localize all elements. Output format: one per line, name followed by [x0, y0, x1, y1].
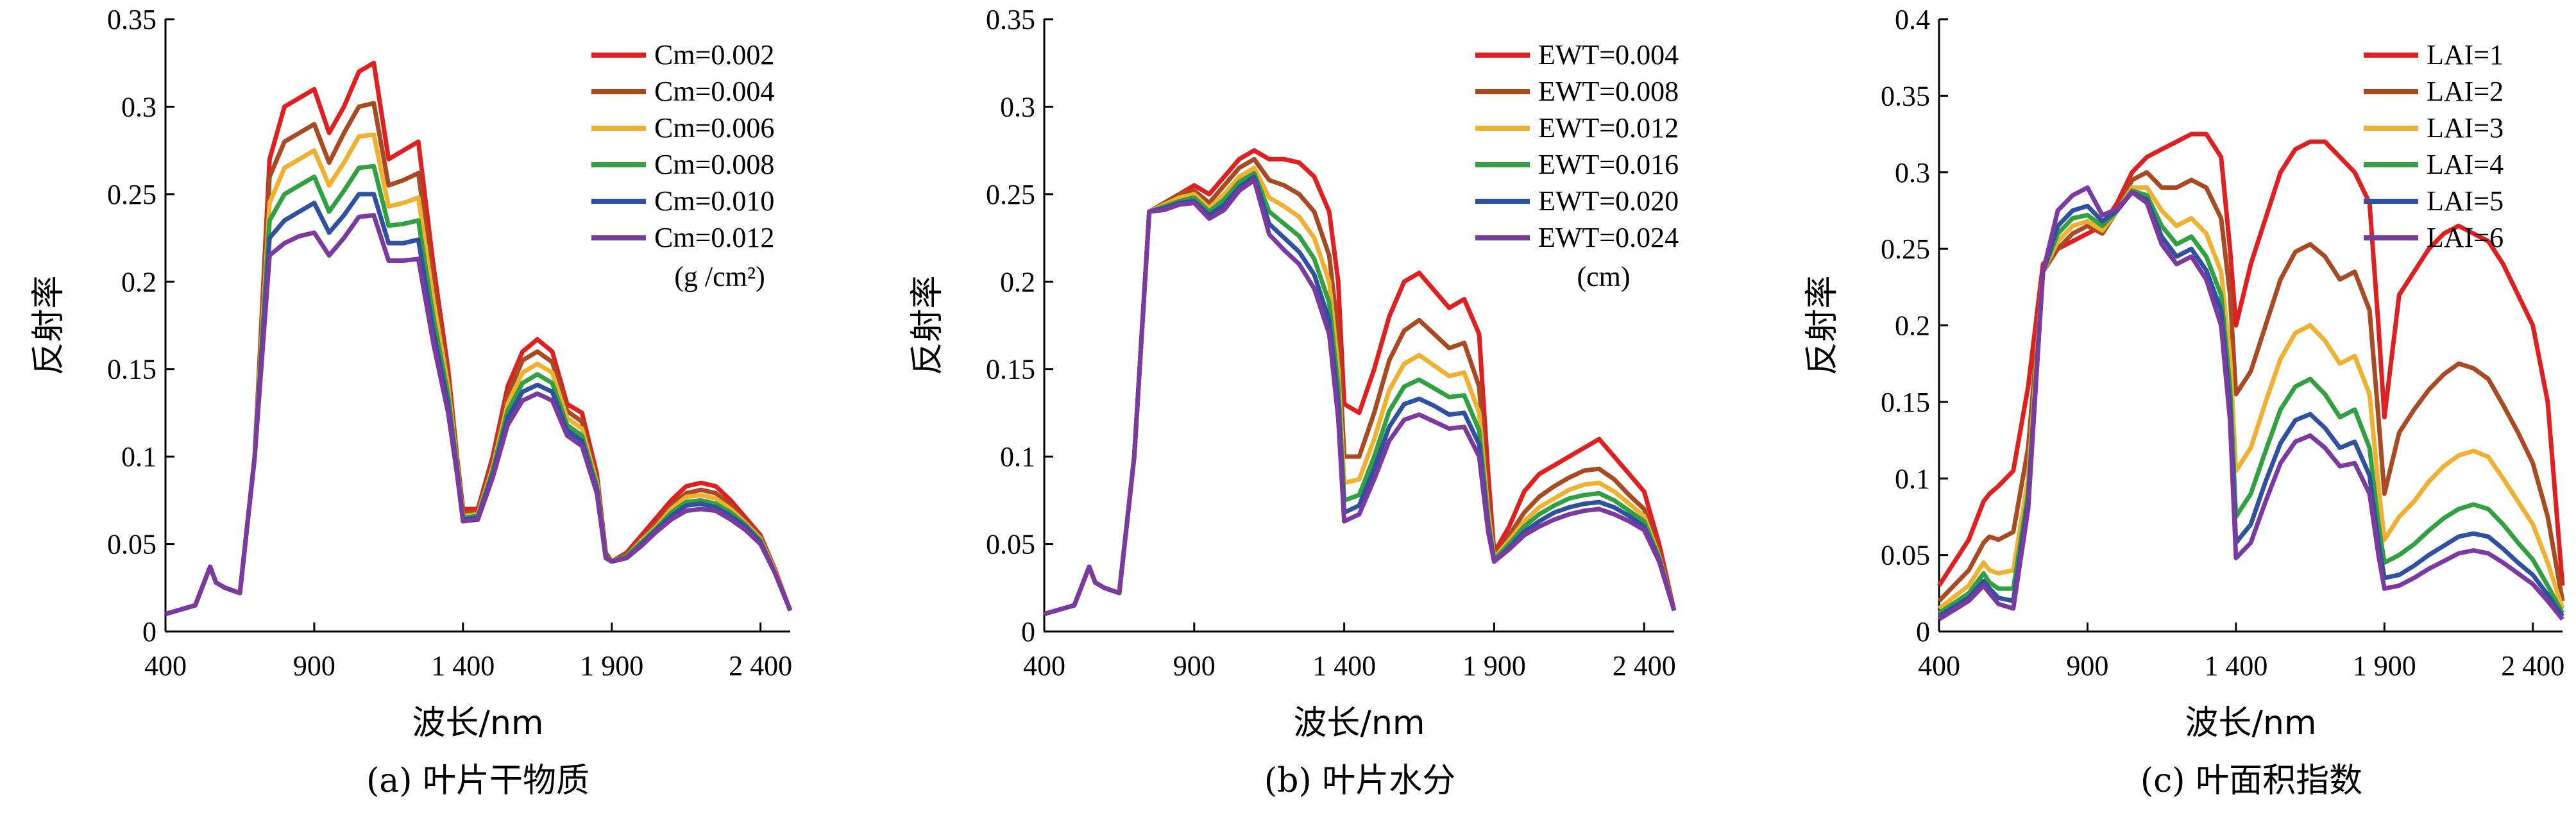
y-tick-label: 0 — [142, 616, 157, 648]
legend-label: Cm=0.012 — [654, 222, 774, 253]
legend-label: Cm=0.006 — [654, 112, 774, 144]
y-tick-label: 0.2 — [1000, 266, 1035, 297]
y-tick-label: 0.15 — [107, 354, 157, 385]
y-tick-label: 0.35 — [107, 4, 157, 35]
y-tick-label: 0 — [1916, 616, 1930, 648]
y-axis-label: 反射率 — [30, 275, 68, 375]
y-tick-label: 0.1 — [121, 441, 157, 473]
y-tick-label: 0.05 — [986, 529, 1035, 560]
x-tick-label: 400 — [144, 650, 187, 682]
x-tick-label: 900 — [293, 650, 335, 682]
unit-note: (cm) — [1577, 261, 1630, 292]
x-tick-label: 2 400 — [2501, 650, 2564, 682]
x-axis-label: 波长/nm — [412, 704, 543, 742]
y-tick-label: 0.3 — [1000, 91, 1035, 122]
x-tick-label: 400 — [1023, 650, 1065, 682]
legend-label: EWT=0.024 — [1538, 222, 1679, 253]
y-tick-label: 0.3 — [1895, 157, 1930, 188]
legend-label: LAI=1 — [2427, 39, 2504, 71]
x-tick-label: 2 400 — [1613, 650, 1676, 682]
y-tick-label: 0.2 — [1895, 310, 1930, 342]
y-tick-label: 0.05 — [107, 529, 157, 560]
x-axis-label: 波长/nm — [2185, 704, 2316, 742]
legend-label: EWT=0.008 — [1538, 76, 1679, 107]
y-tick-label: 0.15 — [1881, 387, 1930, 418]
y-axis-label: 反射率 — [908, 275, 947, 375]
legend-label: LAI=6 — [2427, 222, 2504, 253]
x-tick-label: 1 900 — [2353, 650, 2416, 682]
series-line-6 — [1938, 185, 2564, 621]
x-tick-label: 1 400 — [2204, 650, 2267, 682]
legend-label: LAI=5 — [2427, 185, 2504, 217]
y-tick-label: 0.15 — [986, 354, 1035, 385]
series-line-6 — [165, 213, 793, 617]
legend-label: LAI=4 — [2427, 149, 2504, 180]
x-tick-label: 1 400 — [1312, 650, 1376, 682]
panel-caption: (c) 叶面积指数 — [2140, 762, 2362, 800]
x-tick-label: 1 900 — [1462, 650, 1526, 682]
y-tick-label: 0.35 — [986, 4, 1035, 35]
y-tick-label: 0.25 — [986, 179, 1035, 210]
legend-label: EWT=0.020 — [1538, 185, 1679, 217]
y-tick-label: 0.2 — [121, 266, 157, 297]
x-tick-label: 400 — [1918, 650, 1960, 682]
y-tick-label: 0.35 — [1881, 80, 1930, 112]
legend-label: EWT=0.004 — [1538, 39, 1679, 71]
y-tick-label: 0.4 — [1895, 4, 1930, 35]
x-tick-label: 1 400 — [431, 650, 495, 682]
y-tick-label: 0.05 — [1881, 540, 1930, 571]
legend-label: LAI=2 — [2427, 76, 2504, 107]
y-tick-label: 0.25 — [107, 179, 157, 210]
chart-panel-1: 0 0.05 0.1 0.15 0.2 0.25 0.3 0.35 400 900 1 400 1 9… — [30, 4, 793, 800]
x-tick-label: 2 400 — [729, 650, 792, 682]
x-tick-label: 900 — [2066, 650, 2108, 682]
legend-label: Cm=0.008 — [654, 149, 774, 180]
y-tick-label: 0.1 — [1895, 463, 1930, 494]
legend-label: Cm=0.004 — [654, 76, 774, 107]
y-tick-label: 0.3 — [121, 91, 157, 122]
x-axis-label: 波长/nm — [1293, 704, 1425, 742]
x-tick-label: 900 — [1173, 650, 1216, 682]
x-tick-label: 1 900 — [580, 650, 643, 682]
panel-caption: (a) 叶片干物质 — [366, 762, 589, 800]
y-tick-label: 0 — [1021, 616, 1035, 648]
legend-label: LAI=3 — [2427, 112, 2504, 144]
legend-label: Cm=0.010 — [654, 185, 774, 217]
legend-label: EWT=0.012 — [1538, 112, 1679, 144]
legend-label: Cm=0.002 — [654, 39, 774, 71]
y-tick-label: 0.25 — [1881, 233, 1930, 265]
panel-caption: (b) 叶片水分 — [1264, 762, 1455, 800]
legend-label: EWT=0.016 — [1538, 149, 1679, 180]
y-tick-label: 0.1 — [1000, 441, 1035, 473]
unit-note: (g /cm²) — [674, 261, 765, 292]
chart-panel-2: 0 0.05 0.1 0.15 0.2 0.25 0.3 0.35 400 900 1 400 1 9… — [908, 4, 1679, 800]
series-line-6 — [1044, 178, 1677, 617]
chart-panel-3: 0 0.05 0.1 0.15 0.2 0.25 0.3 0.35 0.4 400 900 1 400… — [1803, 4, 2565, 800]
y-axis-label: 反射率 — [1803, 275, 1842, 375]
